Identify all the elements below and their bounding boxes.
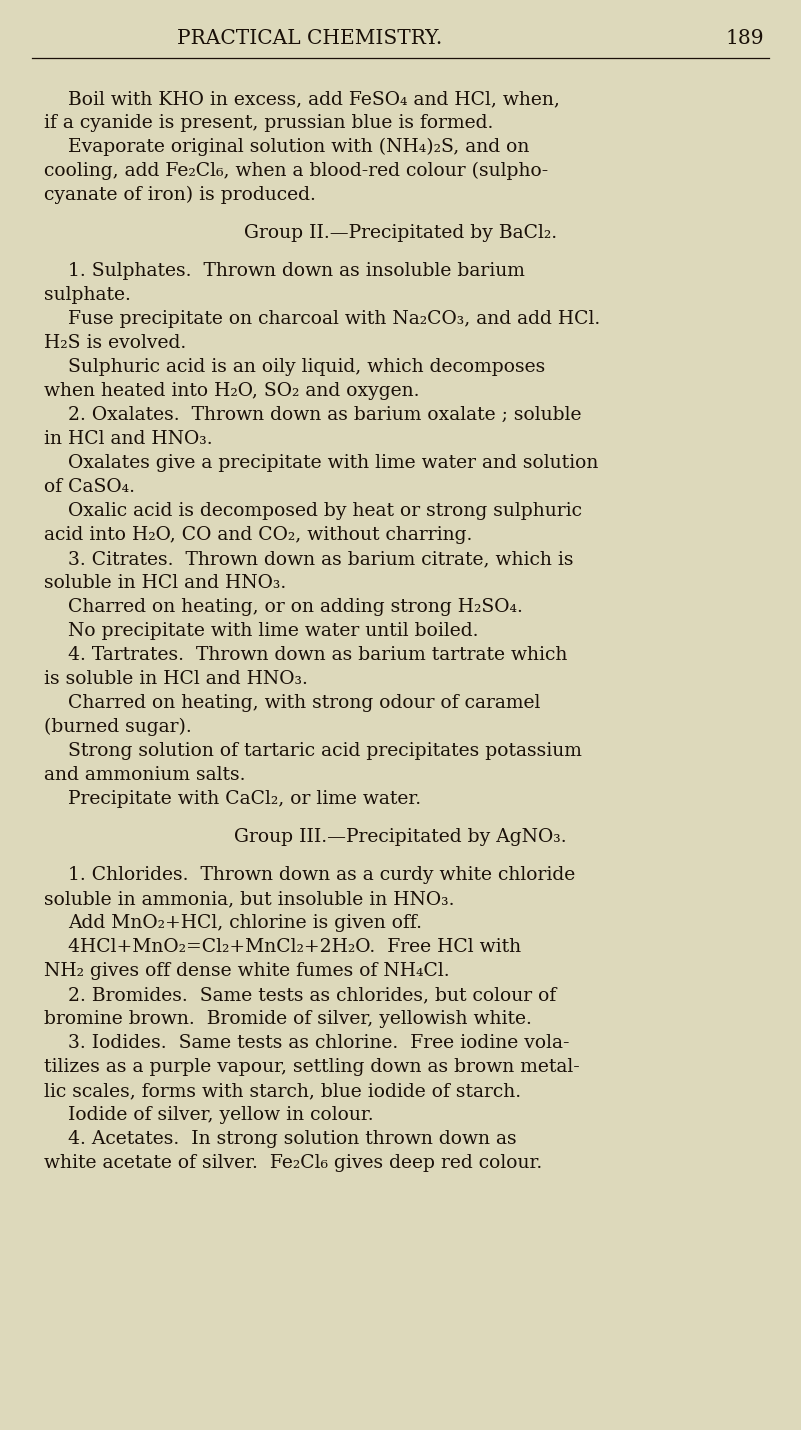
Text: (burned sugar).: (burned sugar). <box>44 718 191 736</box>
Text: soluble in HCl and HNO₃.: soluble in HCl and HNO₃. <box>44 573 286 592</box>
Text: 1. Sulphates.  Thrown down as insoluble barium: 1. Sulphates. Thrown down as insoluble b… <box>68 262 525 280</box>
Text: cyanate of iron) is produced.: cyanate of iron) is produced. <box>44 186 316 204</box>
Text: bromine brown.  Bromide of silver, yellowish white.: bromine brown. Bromide of silver, yellow… <box>44 1010 532 1028</box>
Text: Group II.—Precipitated by BaCl₂.: Group II.—Precipitated by BaCl₂. <box>244 225 557 242</box>
Text: Precipitate with CaCl₂, or lime water.: Precipitate with CaCl₂, or lime water. <box>68 789 421 808</box>
Text: when heated into H₂O, SO₂ and oxygen.: when heated into H₂O, SO₂ and oxygen. <box>44 382 420 400</box>
Text: acid into H₂O, CO and CO₂, without charring.: acid into H₂O, CO and CO₂, without charr… <box>44 526 473 543</box>
Text: of CaSO₄.: of CaSO₄. <box>44 478 135 496</box>
Text: 1. Chlorides.  Thrown down as a curdy white chloride: 1. Chlorides. Thrown down as a curdy whi… <box>68 867 575 884</box>
Text: No precipitate with lime water until boiled.: No precipitate with lime water until boi… <box>68 622 478 641</box>
Text: Oxalates give a precipitate with lime water and solution: Oxalates give a precipitate with lime wa… <box>68 453 598 472</box>
Text: 2. Bromides.  Same tests as chlorides, but colour of: 2. Bromides. Same tests as chlorides, bu… <box>68 987 556 1004</box>
Text: 189: 189 <box>726 29 764 47</box>
Text: Fuse precipitate on charcoal with Na₂CO₃, and add HCl.: Fuse precipitate on charcoal with Na₂CO₃… <box>68 310 600 327</box>
Text: 3. Iodides.  Same tests as chlorine.  Free iodine vola-: 3. Iodides. Same tests as chlorine. Free… <box>68 1034 570 1052</box>
Text: PRACTICAL CHEMISTRY.: PRACTICAL CHEMISTRY. <box>177 29 443 47</box>
Text: 3. Citrates.  Thrown down as barium citrate, which is: 3. Citrates. Thrown down as barium citra… <box>68 551 574 568</box>
Text: 4. Tartrates.  Thrown down as barium tartrate which: 4. Tartrates. Thrown down as barium tart… <box>68 646 567 664</box>
Text: Evaporate original solution with (NH₄)₂S, and on: Evaporate original solution with (NH₄)₂S… <box>68 139 529 156</box>
Text: sulphate.: sulphate. <box>44 286 131 305</box>
Text: Iodide of silver, yellow in colour.: Iodide of silver, yellow in colour. <box>68 1105 373 1124</box>
Text: lic scales, forms with starch, blue iodide of starch.: lic scales, forms with starch, blue iodi… <box>44 1083 521 1100</box>
Text: H₂S is evolved.: H₂S is evolved. <box>44 335 187 352</box>
Text: white acetate of silver.  Fe₂Cl₆ gives deep red colour.: white acetate of silver. Fe₂Cl₆ gives de… <box>44 1154 542 1173</box>
Text: Group III.—Precipitated by AgNO₃.: Group III.—Precipitated by AgNO₃. <box>234 828 567 847</box>
Text: soluble in ammonia, but insoluble in HNO₃.: soluble in ammonia, but insoluble in HNO… <box>44 889 454 908</box>
Text: Oxalic acid is decomposed by heat or strong sulphuric: Oxalic acid is decomposed by heat or str… <box>68 502 582 521</box>
Text: Charred on heating, with strong odour of caramel: Charred on heating, with strong odour of… <box>68 694 541 712</box>
Text: Add MnO₂+HCl, chlorine is given off.: Add MnO₂+HCl, chlorine is given off. <box>68 914 422 932</box>
Text: 4HCl+MnO₂=Cl₂+MnCl₂+2H₂O.  Free HCl with: 4HCl+MnO₂=Cl₂+MnCl₂+2H₂O. Free HCl with <box>68 938 521 957</box>
Text: tilizes as a purple vapour, settling down as brown metal-: tilizes as a purple vapour, settling dow… <box>44 1058 580 1075</box>
Text: in HCl and HNO₃.: in HCl and HNO₃. <box>44 430 212 448</box>
Text: Strong solution of tartaric acid precipitates potassium: Strong solution of tartaric acid precipi… <box>68 742 582 759</box>
Text: is soluble in HCl and HNO₃.: is soluble in HCl and HNO₃. <box>44 671 308 688</box>
Text: 2. Oxalates.  Thrown down as barium oxalate ; soluble: 2. Oxalates. Thrown down as barium oxala… <box>68 406 582 425</box>
Text: if a cyanide is present, prussian blue is formed.: if a cyanide is present, prussian blue i… <box>44 114 493 132</box>
Text: NH₂ gives off dense white fumes of NH₄Cl.: NH₂ gives off dense white fumes of NH₄Cl… <box>44 962 449 980</box>
Text: Charred on heating, or on adding strong H₂SO₄.: Charred on heating, or on adding strong … <box>68 598 523 616</box>
Text: Boil with KHO in excess, add FeSO₄ and HCl, when,: Boil with KHO in excess, add FeSO₄ and H… <box>68 90 560 109</box>
Text: Sulphuric acid is an oily liquid, which decomposes: Sulphuric acid is an oily liquid, which … <box>68 358 545 376</box>
Text: 4. Acetates.  In strong solution thrown down as: 4. Acetates. In strong solution thrown d… <box>68 1130 517 1148</box>
Text: cooling, add Fe₂Cl₆, when a blood-red colour (sulpho-: cooling, add Fe₂Cl₆, when a blood-red co… <box>44 162 548 180</box>
Text: and ammonium salts.: and ammonium salts. <box>44 766 245 784</box>
